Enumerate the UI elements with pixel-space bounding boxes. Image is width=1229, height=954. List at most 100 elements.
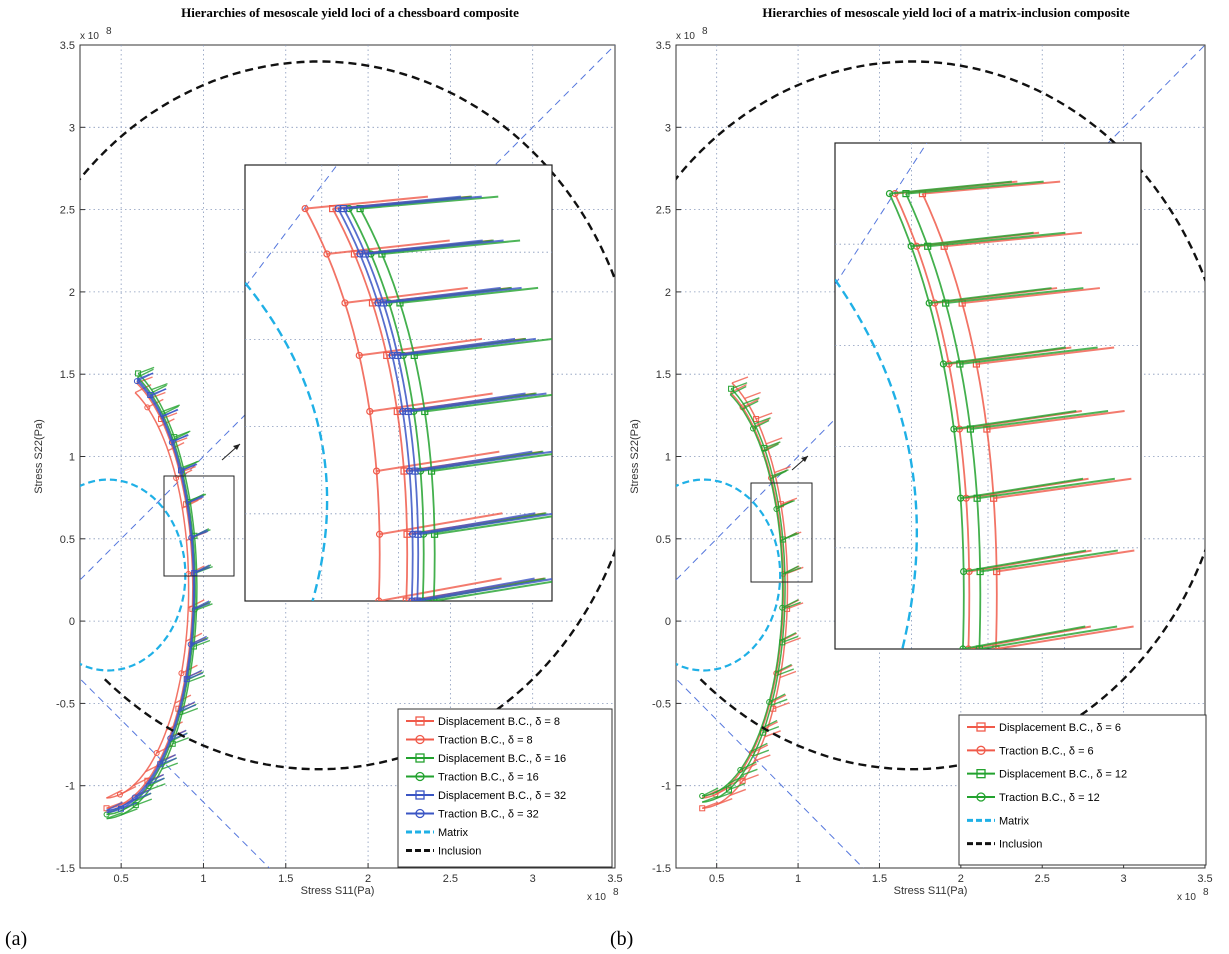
inset-series-5-tick (359, 239, 483, 255)
inset-series-2-tick (959, 346, 1098, 365)
series-3-tick-mark (762, 443, 779, 453)
plot-content (676, 45, 1205, 868)
x-tick-label: 1.5 (278, 873, 293, 885)
series-0-marker (753, 415, 760, 422)
inset-series-0-tick (976, 346, 1115, 365)
series-2-tick-mark (777, 668, 795, 676)
y-tick-label: -0.5 (56, 698, 75, 710)
series-1-tick-mark (132, 777, 150, 787)
series-5-tick-mark (192, 600, 210, 610)
y-exponent: x 10 (676, 31, 695, 42)
legend-entry: Traction B.C., δ = 6 (999, 745, 1094, 757)
inset-series-3-tick (963, 549, 1087, 573)
y-tick-label: -0.5 (652, 698, 671, 710)
legend-entry: Matrix (438, 827, 468, 839)
series-2-tick-mark (121, 808, 138, 816)
x-tick-label: 2 (958, 873, 964, 885)
inset-series-2-marker (924, 242, 932, 250)
inset-series-3-marker (907, 242, 915, 250)
y-tick-label: 2 (665, 287, 671, 299)
series-5-marker (167, 735, 174, 742)
series-3-tick-mark (137, 368, 154, 378)
series-2-marker (759, 729, 766, 736)
series-3-marker (699, 792, 706, 799)
series-2-tick-mark (741, 768, 758, 776)
inset-series-3-tick (953, 410, 1077, 431)
series-1-marker (144, 404, 151, 411)
series-5-tick-mark (159, 754, 177, 764)
series-2-marker (728, 385, 735, 392)
y-exponent: x 10 (80, 31, 99, 42)
inset-series-5-marker (334, 205, 342, 213)
inset-diagonal (245, 165, 338, 288)
panel-label: (a) (5, 928, 27, 950)
y-tick-label: 0.5 (656, 534, 671, 546)
series-1-marker (116, 791, 123, 798)
inset-series-2-tick (945, 287, 1084, 305)
series-4-tick-mark (170, 732, 188, 741)
series-3-tick-mark (150, 384, 167, 394)
legend-marker (976, 745, 986, 755)
inset-series-2-tick (381, 239, 521, 255)
inset-series-1-tick (376, 450, 500, 473)
inset-series-5-marker (408, 530, 417, 538)
legend-marker (976, 722, 986, 732)
inset-series-3-marker (885, 190, 894, 198)
series-0-tick-mark (731, 376, 749, 384)
inset-series-0-tick (995, 625, 1134, 649)
legend-marker (415, 771, 425, 782)
series-5-marker (131, 794, 138, 801)
series-0-tick-mark (754, 754, 771, 762)
x-tick-label: 3.5 (1197, 873, 1212, 885)
inset-series-0-tick (993, 477, 1132, 500)
series-5-tick-mark (178, 701, 196, 711)
anti-diagonal-line (676, 677, 864, 868)
y-tick-label: 2.5 (656, 205, 671, 217)
panel-label: (b) (610, 928, 633, 950)
x-exponent: x 10 (587, 892, 606, 903)
legend-marker (976, 792, 986, 802)
inset-series-3-tick (962, 625, 1086, 649)
legend: Displacement B.C., δ = 8 Traction B.C., δ… (397, 708, 613, 868)
inset-series-3-marker (925, 299, 933, 307)
x-tick-label: 1.5 (872, 873, 887, 885)
series-3-tick-mark (770, 470, 787, 480)
x-exponent: x 10 (1177, 892, 1196, 903)
series-1-curve (106, 392, 190, 799)
series-4-tick-mark (179, 704, 197, 712)
inset-series-3-marker (957, 494, 965, 502)
inset-series-2-tick (977, 477, 1115, 500)
inset-series-3-marker (960, 567, 968, 576)
legend-marker (415, 753, 425, 763)
series-3-tick-mark (729, 385, 747, 396)
series-5-tick-mark (161, 408, 178, 419)
series-1-tick-mark (106, 789, 123, 799)
series-3-marker (766, 698, 773, 705)
series-3-curve (702, 393, 784, 797)
inset-series-4-marker (413, 597, 421, 601)
x-tick-label: 3.5 (607, 873, 622, 885)
inset-series-1-tick (326, 239, 450, 255)
y-tick-label: 2 (69, 287, 75, 299)
zoom-arrow-head (233, 444, 240, 450)
inset-series-1-tick (344, 286, 468, 304)
inset-series-5-marker (399, 407, 407, 416)
series-2-marker (135, 370, 142, 377)
inset-series-1-tick (305, 195, 429, 210)
legend-entry: Displacement B.C., δ = 8 (438, 716, 560, 728)
series-5-tick-mark (180, 462, 197, 473)
inset-series-3-tick (911, 231, 1034, 248)
legend-marker (415, 790, 425, 800)
legend-marker (976, 769, 986, 779)
series-3-tick-mark (782, 565, 799, 575)
inset-series-4-tick (408, 392, 547, 413)
inset-series-2-tick (414, 337, 552, 357)
inset-series-5-tick (338, 195, 462, 210)
inset-series-1-tick (359, 337, 483, 357)
legend: Displacement B.C., δ = 6 Traction B.C., δ… (958, 714, 1207, 866)
series-5-tick-mark (186, 494, 204, 505)
legend-entry: Traction B.C., δ = 8 (438, 735, 533, 747)
legend-entry: Traction B.C., δ = 32 (438, 809, 539, 821)
series-2-tick-mark (149, 783, 166, 791)
